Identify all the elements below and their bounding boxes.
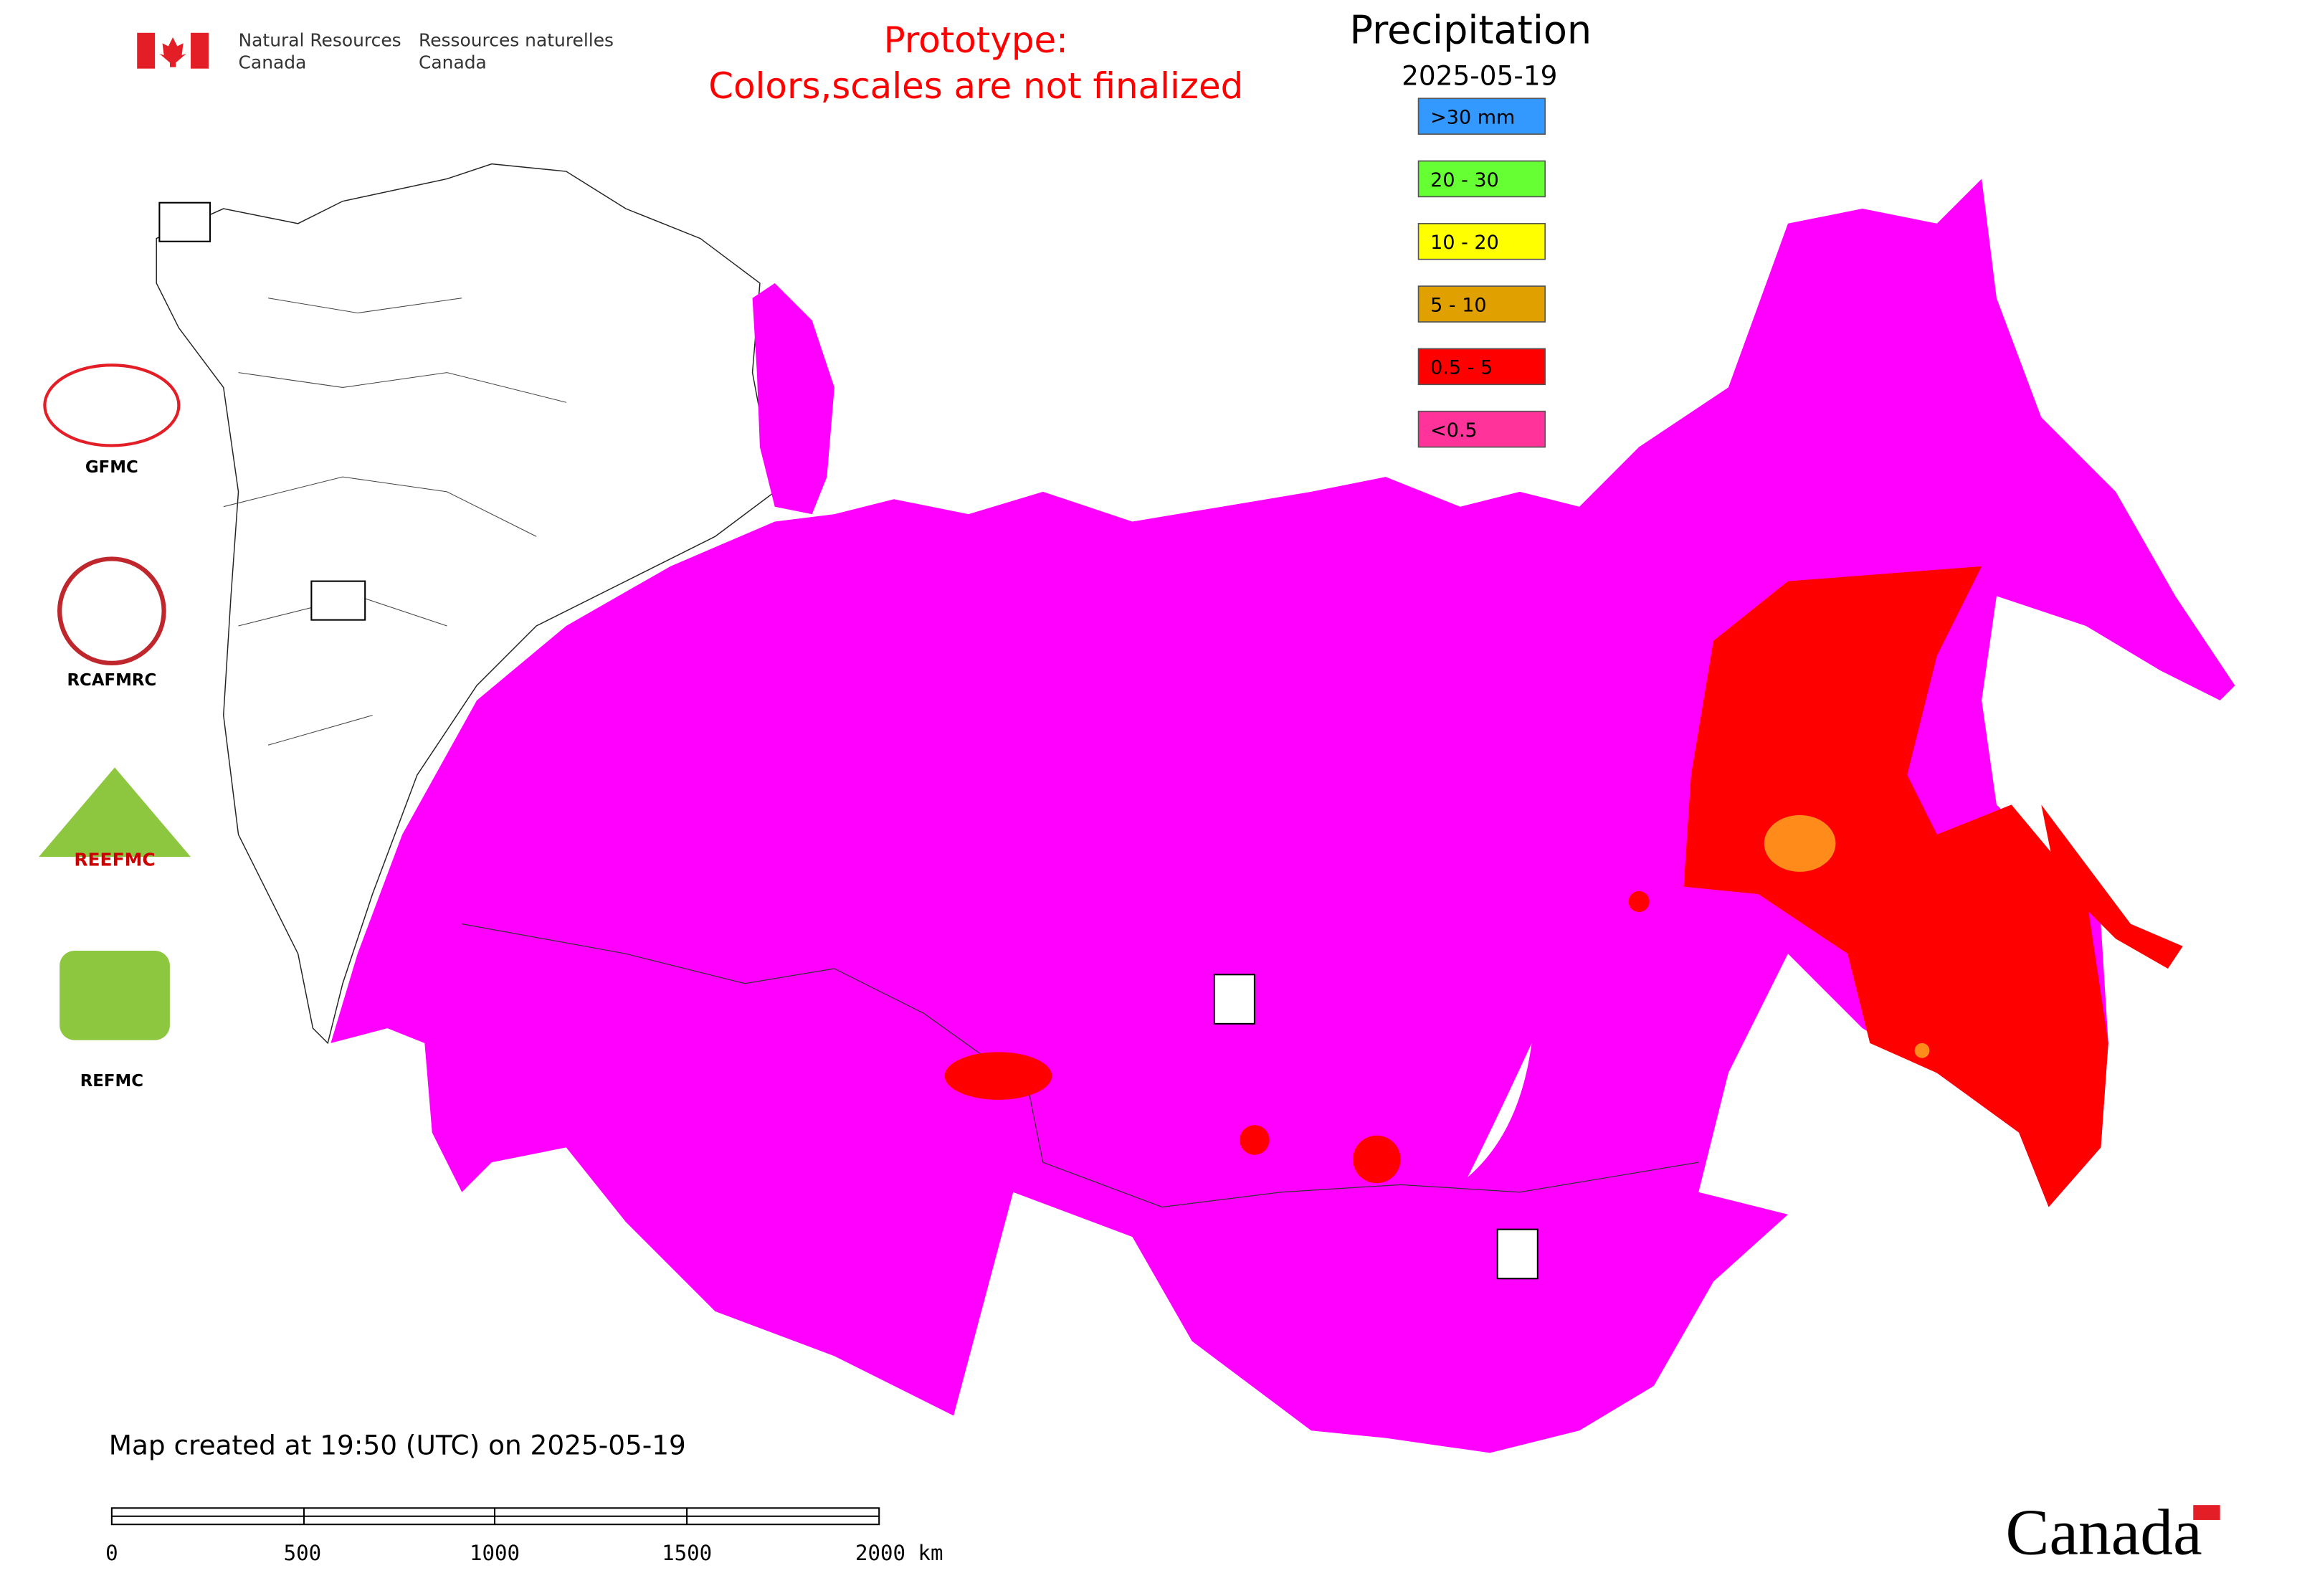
legend-title: Precipitation: [1349, 7, 1592, 52]
flag-bar: [137, 32, 156, 69]
scale-label: 500: [284, 1541, 322, 1565]
notice: Prototype:: [884, 19, 1068, 61]
precip-area: [2041, 804, 2183, 969]
precip-area: [1914, 1042, 1930, 1058]
wordmark-flag: [2193, 1505, 2220, 1520]
precip-area: [1628, 890, 1650, 912]
legend-swatch: [1417, 160, 1546, 198]
logo-rcafmrc: [57, 556, 166, 666]
precip-area: [1240, 1125, 1270, 1155]
org-fr: Canada: [419, 52, 487, 73]
logo-reefmc: [39, 767, 191, 858]
legend-label: 0.5 - 5: [1430, 357, 1493, 379]
scale-bar: [110, 1507, 880, 1526]
precip-area: [1683, 566, 2108, 1207]
notice: Colors,scales are not finalized: [708, 65, 1243, 107]
centre-marker: [1213, 974, 1255, 1025]
precip-area: [1764, 814, 1836, 872]
scale-label: 1000: [470, 1541, 520, 1565]
scale-label: 1500: [662, 1541, 712, 1565]
gov-signature: Natural Resources Canada Ressources natu…: [137, 29, 614, 73]
centre-marker: [158, 201, 211, 242]
precip-area: [944, 1052, 1052, 1100]
precip-area: [1353, 1135, 1401, 1184]
org-en: Natural Resources: [239, 29, 401, 50]
legend-date: 2025-05-19: [1402, 60, 1557, 92]
centre-marker: [310, 580, 366, 621]
maple-leaf: [159, 37, 186, 67]
precip-area: [752, 282, 834, 515]
logo-label: REEFMC: [74, 850, 155, 870]
legend-swatch: [1417, 348, 1546, 386]
legend-swatch: [1417, 98, 1546, 135]
flag-bar: [191, 32, 209, 69]
legend-swatch: [1417, 222, 1546, 260]
wordmark: Canada: [2005, 1496, 2202, 1569]
centre-marker: [1496, 1228, 1538, 1280]
logo-label: GFMC: [85, 458, 138, 477]
legend-swatch: [1417, 285, 1546, 323]
logo-refmc: [60, 951, 170, 1040]
europe-outline: [156, 163, 776, 1045]
legend-label: 10 - 20: [1430, 232, 1499, 254]
scale-label: 0: [105, 1541, 118, 1565]
legend-label: 5 - 10: [1430, 294, 1486, 316]
logo-label: REFMC: [80, 1072, 143, 1091]
legend-label: >30 mm: [1430, 107, 1515, 129]
scale-label: 2000 km: [855, 1541, 943, 1565]
legend-swatch: [1417, 410, 1546, 448]
legend-label: <0.5: [1430, 419, 1478, 442]
precip-area: [330, 179, 2235, 1453]
org-en: Canada: [239, 52, 307, 73]
legend-label: 20 - 30: [1430, 169, 1499, 191]
scale-labels: 0 500 1000 1500 2000 km: [105, 1541, 943, 1565]
logo-label: RCAFMRC: [67, 671, 156, 690]
logo-gfmc: [43, 364, 181, 447]
org-fr: Ressources naturelles: [419, 29, 614, 50]
legend: >30 mm 20 - 30 10 - 20 5 - 10 0.5 - 5 <0.5: [1417, 98, 1546, 448]
footer-note: Map created at 19:50 (UTC) on 2025-05-19: [109, 1429, 686, 1460]
